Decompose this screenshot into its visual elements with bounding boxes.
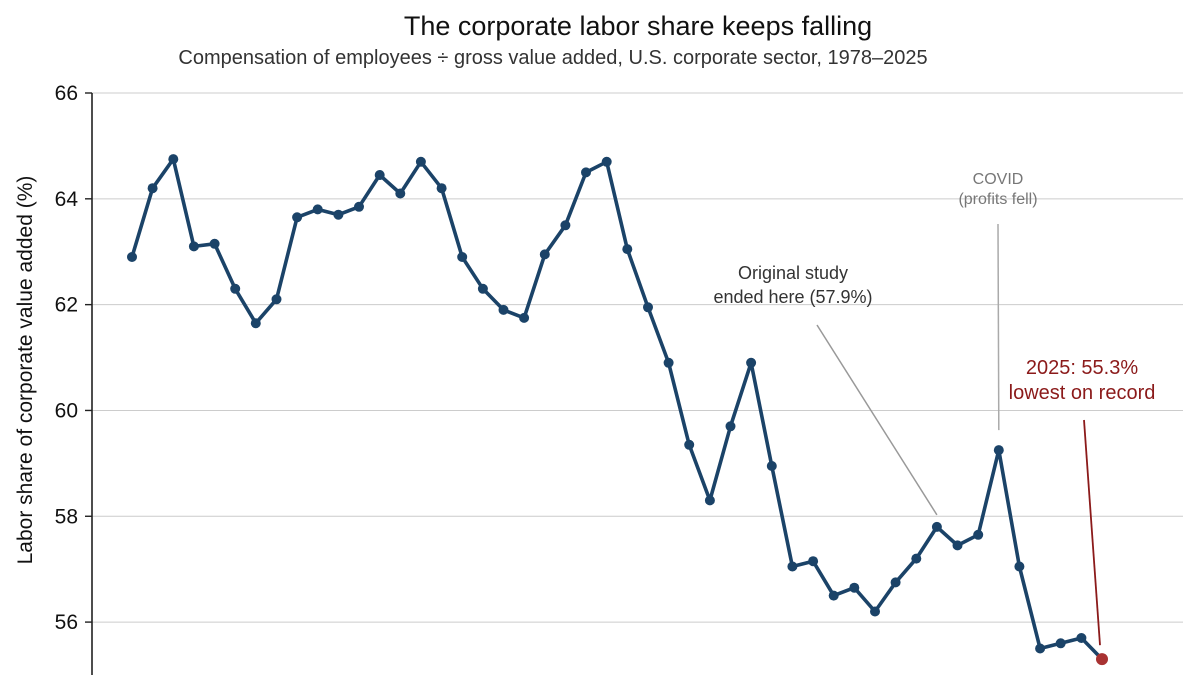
annotations: Original study ended here (57.9%) COVID (pr… bbox=[713, 171, 1156, 646]
annotation-text-covid: COVID bbox=[973, 171, 1024, 188]
data-point bbox=[1014, 561, 1025, 572]
data-point bbox=[395, 188, 406, 199]
annotation-leader-latest bbox=[1083, 419, 1101, 646]
data-point bbox=[1055, 638, 1066, 649]
data-point bbox=[911, 553, 922, 564]
y-tick-label: 66 bbox=[55, 82, 78, 105]
data-point bbox=[374, 170, 385, 180]
data-point bbox=[1076, 633, 1087, 643]
data-point bbox=[333, 209, 344, 220]
y-tick-label: 60 bbox=[55, 399, 78, 422]
chart-title: The corporate labor share keeps falling bbox=[404, 11, 872, 41]
data-point bbox=[766, 461, 777, 471]
data-point bbox=[870, 606, 880, 617]
data-point bbox=[704, 495, 715, 506]
y-tick-label: 56 bbox=[55, 611, 78, 634]
y-tick-label: 58 bbox=[55, 505, 78, 528]
chart-subtitle: Compensation of employees ÷ gross value … bbox=[178, 47, 927, 69]
data-point bbox=[271, 294, 282, 305]
data-point bbox=[209, 238, 220, 249]
y-tick-label: 62 bbox=[55, 294, 78, 317]
data-point bbox=[560, 220, 571, 231]
data-point bbox=[519, 312, 530, 323]
data-point bbox=[457, 252, 468, 262]
data-point bbox=[787, 561, 798, 572]
data-point bbox=[539, 249, 550, 260]
data-point bbox=[890, 577, 901, 588]
data-point bbox=[931, 521, 942, 532]
series-line bbox=[130, 157, 1104, 661]
data-point bbox=[746, 357, 757, 368]
data-point bbox=[684, 439, 695, 450]
annotation-text-original-study: ended here (57.9%) bbox=[713, 287, 872, 307]
data-point bbox=[168, 154, 179, 165]
data-point bbox=[292, 212, 303, 223]
data-point bbox=[312, 204, 323, 215]
data-point bbox=[643, 302, 653, 313]
data-point bbox=[250, 318, 261, 329]
data-point bbox=[952, 540, 963, 551]
annotation-leader-covid bbox=[997, 223, 1000, 431]
data-point bbox=[127, 252, 137, 262]
data-point bbox=[230, 283, 241, 294]
data-point bbox=[725, 421, 736, 432]
annotation-leader-original-study bbox=[816, 324, 938, 516]
data-point bbox=[415, 156, 426, 167]
data-point bbox=[973, 529, 984, 540]
data-point bbox=[436, 183, 447, 194]
data-point bbox=[663, 357, 674, 368]
data-point-latest bbox=[1096, 653, 1108, 666]
y-tick-label: 64 bbox=[55, 188, 79, 211]
annotation-text-covid: (profits fell) bbox=[958, 191, 1037, 208]
data-point bbox=[828, 590, 839, 601]
data-point bbox=[147, 183, 158, 194]
data-point bbox=[1035, 643, 1046, 654]
data-point bbox=[354, 201, 364, 212]
annotation-text-original-study: Original study bbox=[738, 263, 848, 283]
annotation-text-latest: 2025: 55.3% bbox=[1026, 357, 1139, 379]
data-point bbox=[808, 556, 819, 567]
series-group bbox=[127, 154, 1108, 666]
data-point bbox=[993, 445, 1004, 456]
data-point bbox=[601, 156, 612, 167]
data-point bbox=[498, 304, 509, 315]
y-axis-ticks: 56 58 60 62 64 66 bbox=[55, 82, 92, 634]
y-axis-label: Labor share of corporate value added (%) bbox=[14, 176, 37, 565]
data-point bbox=[188, 241, 199, 252]
data-point bbox=[477, 283, 488, 294]
data-point bbox=[622, 244, 633, 255]
annotation-text-latest: lowest on record bbox=[1009, 382, 1156, 404]
data-point bbox=[849, 582, 860, 593]
data-point bbox=[581, 167, 591, 178]
